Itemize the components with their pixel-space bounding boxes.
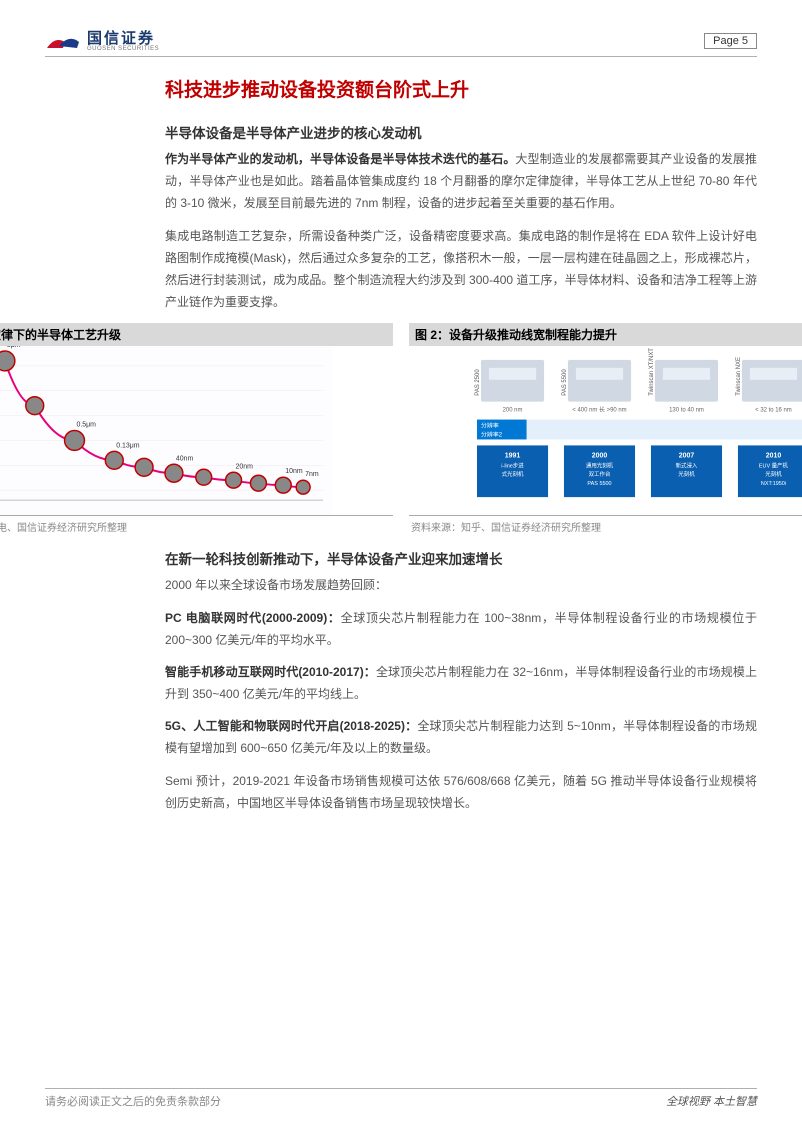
svg-text:PAS 2500: PAS 2500 bbox=[475, 369, 481, 396]
era2-bold: 智能手机移动互联网时代(2010-2017)： bbox=[165, 665, 376, 679]
svg-text:0.5μm: 0.5μm bbox=[76, 422, 96, 429]
era1-bold: PC 电脑联网时代(2000-2009)： bbox=[165, 611, 341, 625]
svg-text:双工作台: 双工作台 bbox=[589, 471, 611, 479]
svg-text:20nm: 20nm bbox=[236, 464, 254, 471]
section1-p1: 作为半导体产业的发动机，半导体设备是半导体技术迭代的基石。大型制造业的发展都需要… bbox=[165, 148, 757, 215]
svg-text:130 to 40 nm: 130 to 40 nm bbox=[669, 408, 704, 414]
section2-intro: 2000 年以来全球设备市场发展趋势回顾： bbox=[165, 574, 757, 596]
section1-p1-bold: 作为半导体产业的发动机，半导体设备是半导体技术迭代的基石。 bbox=[165, 152, 515, 166]
figure-2-title: 图 2：设备升级推动线宽制程能力提升 bbox=[409, 323, 802, 346]
logo-icon bbox=[45, 30, 81, 52]
svg-text:2000: 2000 bbox=[592, 453, 608, 460]
svg-text:NXT:1950i: NXT:1950i bbox=[761, 481, 786, 487]
svg-text:EUV 量产机: EUV 量产机 bbox=[759, 462, 789, 470]
svg-text:3μm: 3μm bbox=[7, 346, 21, 349]
footer-disclaimer: 请务必阅读正文之后的免责条款部分 bbox=[45, 1093, 221, 1109]
section2-heading: 在新一轮科技创新推动下，半导体设备产业迎来加速增长 bbox=[165, 548, 757, 568]
svg-text:光刻机: 光刻机 bbox=[678, 471, 695, 479]
page-footer: 请务必阅读正文之后的免责条款部分 全球视野 本土智慧 bbox=[45, 1088, 757, 1109]
section1-p2: 集成电路制造工艺复杂，所需设备种类广泛，设备精密度要求高。集成电路的制作是将在 … bbox=[165, 225, 757, 314]
svg-text:式光刻机: 式光刻机 bbox=[502, 471, 524, 479]
svg-text:7nm: 7nm bbox=[305, 472, 319, 479]
page-number: Page 5 bbox=[704, 33, 757, 49]
era3: 5G、人工智能和物联网时代开启(2018-2025)：全球顶尖芯片制程能力达到 … bbox=[165, 715, 757, 759]
logo-text-en: GUOSEN SECURITIES bbox=[87, 46, 159, 52]
svg-text:Twinscan NXE: Twinscan NXE bbox=[736, 357, 742, 396]
svg-text:40nm: 40nm bbox=[176, 456, 194, 463]
svg-text:分辨率: 分辨率 bbox=[481, 422, 499, 430]
svg-text:2007: 2007 bbox=[679, 453, 695, 460]
figure-1: 图 1：摩尔定律下的半导体工艺升级 3μm 0.5μm 0.13μm 40nm 20nm… bbox=[0, 323, 393, 534]
svg-text:1991: 1991 bbox=[505, 453, 521, 460]
svg-text:PAS 5500: PAS 5500 bbox=[562, 369, 568, 396]
svg-text:新式浸入: 新式浸入 bbox=[676, 462, 698, 470]
svg-text:200 nm: 200 nm bbox=[503, 408, 523, 414]
figure-1-source: 资料来源：台积电、国信证券经济研究所整理 bbox=[0, 516, 393, 534]
figure-2-source: 资料来源：知乎、国信证券经济研究所整理 bbox=[409, 516, 802, 534]
svg-text:< 400 nm 长 >90 nm: < 400 nm 长 >90 nm bbox=[572, 406, 626, 414]
era1: PC 电脑联网时代(2000-2009)：全球顶尖芯片制程能力在 100~38n… bbox=[165, 607, 757, 651]
svg-text:0.13μm: 0.13μm bbox=[116, 443, 139, 450]
figure-2-chart: PAS 2500 200 nm PAS 5500 < 400 nm 长 >90 nm T… bbox=[409, 346, 802, 516]
era2: 智能手机移动互联网时代(2010-2017)：全球顶尖芯片制程能力在 32~16… bbox=[165, 661, 757, 705]
svg-text:< 32 to 16 nm: < 32 to 16 nm bbox=[755, 408, 792, 414]
svg-text:PAS 5500: PAS 5500 bbox=[587, 481, 611, 487]
footer-slogan: 全球视野 本土智慧 bbox=[666, 1093, 757, 1109]
svg-text:光刻机: 光刻机 bbox=[765, 471, 782, 479]
svg-text:分辨率2: 分辨率2 bbox=[481, 431, 503, 439]
era3-bold: 5G、人工智能和物联网时代开启(2018-2025)： bbox=[165, 719, 417, 733]
figure-1-chart: 3μm 0.5μm 0.13μm 40nm 20nm 10nm7nm bbox=[0, 346, 393, 516]
svg-text:通用光刻机: 通用光刻机 bbox=[586, 462, 614, 470]
logo: 国信证券 GUOSEN SECURITIES bbox=[45, 30, 159, 52]
semi-forecast: Semi 预计，2019-2021 年设备市场销售规模可达依 576/608/6… bbox=[165, 770, 757, 814]
logo-text-cn: 国信证券 bbox=[87, 31, 159, 46]
svg-text:2010: 2010 bbox=[766, 453, 782, 460]
section1-heading: 半导体设备是半导体产业进步的核心发动机 bbox=[165, 122, 757, 142]
figure-1-title: 图 1：摩尔定律下的半导体工艺升级 bbox=[0, 323, 393, 346]
svg-text:10nm: 10nm bbox=[285, 469, 303, 476]
page-header: 国信证券 GUOSEN SECURITIES Page 5 bbox=[45, 30, 757, 57]
figure-2: 图 2：设备升级推动线宽制程能力提升 PAS 2500 200 nm PAS 550… bbox=[409, 323, 802, 534]
svg-text:Twinscan XT/NXT: Twinscan XT/NXT bbox=[649, 348, 655, 396]
page-title: 科技进步推动设备投资额台阶式上升 bbox=[165, 75, 757, 102]
svg-text:i-line步进: i-line步进 bbox=[501, 462, 524, 470]
